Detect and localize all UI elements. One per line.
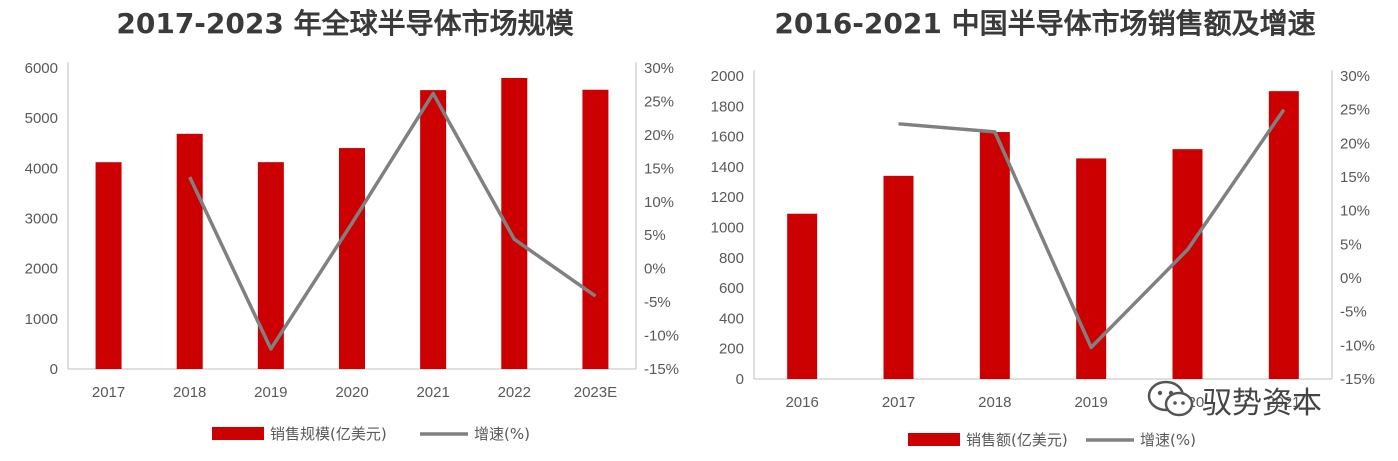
china-growth-line bbox=[898, 108, 1286, 350]
global-legend-bar-swatch bbox=[212, 427, 264, 440]
global-y2-tick: -15% bbox=[644, 361, 679, 378]
watermark-text: 驭势资本 bbox=[1202, 386, 1322, 421]
china-x-tick: 2021 bbox=[1267, 394, 1300, 411]
china-y2-tick: 30% bbox=[1340, 68, 1370, 85]
china-legend-line-label: 增速(%) bbox=[1140, 431, 1196, 449]
global-growth-line bbox=[188, 91, 597, 351]
global-x-tick: 2019 bbox=[254, 384, 287, 401]
china-bar bbox=[979, 132, 1010, 379]
china-y-tick: 1800 bbox=[711, 98, 744, 115]
global-legend-line-label: 增速(%) bbox=[474, 425, 530, 443]
china-y-tick: 200 bbox=[719, 341, 744, 358]
chart-global-semiconductor: 0 1000 2000 3000 4000 5000 6000 -15% -10% -5% 0% 5%… bbox=[25, 60, 679, 443]
china-y-tick: 1000 bbox=[711, 220, 744, 237]
china-legend-bar-swatch bbox=[908, 433, 960, 446]
global-x-tick: 2018 bbox=[173, 384, 206, 401]
global-bar bbox=[582, 89, 609, 369]
wechat-icon bbox=[1147, 380, 1194, 417]
china-y-tick: 1400 bbox=[711, 159, 744, 176]
global-y-tick: 4000 bbox=[25, 160, 58, 177]
global-y2-tick: 0% bbox=[644, 261, 666, 278]
china-y2-tick: 15% bbox=[1340, 169, 1370, 186]
global-y-tick: 6000 bbox=[25, 60, 58, 77]
global-y2-tick: 15% bbox=[644, 160, 674, 177]
china-legend-bar-label: 销售额(亿美元) bbox=[966, 431, 1068, 449]
chart-title-china: 2016-2021 中国半导体市场销售额及增速 bbox=[774, 7, 1316, 40]
global-y2-tick: 5% bbox=[644, 227, 666, 244]
china-bar bbox=[1172, 149, 1203, 379]
china-y2-tick: 10% bbox=[1340, 203, 1370, 220]
china-y-tick: 600 bbox=[719, 280, 744, 297]
global-x-tick: 2023E bbox=[574, 384, 617, 401]
chart-panel-china: 2016-2021 中国半导体市场销售额及增速 0 200 400 600 800 100… bbox=[692, 0, 1398, 461]
china-bar bbox=[883, 175, 914, 379]
global-y2-tick: -10% bbox=[644, 328, 679, 345]
global-y2-tick: 25% bbox=[644, 93, 674, 110]
global-x-tick: 2022 bbox=[498, 384, 531, 401]
chart-panel-global: 2017-2023 年全球半导体市场规模 0 1000 2000 3000 4000 50… bbox=[0, 0, 690, 461]
china-y-tick: 1600 bbox=[711, 129, 744, 146]
global-x-tick: 2020 bbox=[335, 384, 368, 401]
global-x-tick: 2021 bbox=[416, 384, 449, 401]
global-bar bbox=[176, 133, 203, 369]
global-y2-tick: -5% bbox=[644, 294, 671, 311]
china-y-tick: 0 bbox=[736, 371, 744, 388]
china-x-tick: 2018 bbox=[978, 394, 1011, 411]
china-y-tick: 400 bbox=[719, 310, 744, 327]
china-bar bbox=[787, 213, 818, 379]
china-bar bbox=[1268, 91, 1299, 380]
global-bar bbox=[420, 90, 447, 369]
global-y-tick: 3000 bbox=[25, 211, 58, 228]
global-y2-tick: 30% bbox=[644, 60, 674, 77]
china-x-tick: 2016 bbox=[785, 394, 818, 411]
china-x-tick: 2017 bbox=[882, 394, 915, 411]
global-bar bbox=[95, 162, 122, 369]
china-y2-tick: -5% bbox=[1340, 304, 1367, 321]
global-y2-tick: 20% bbox=[644, 127, 674, 144]
chart-title-global: 2017-2023 年全球半导体市场规模 bbox=[116, 7, 574, 40]
global-x-tick: 2017 bbox=[92, 384, 125, 401]
china-y2-tick: 25% bbox=[1340, 102, 1370, 119]
chart-china-semiconductor: 0 200 400 600 800 1000 1200 1400 1600 1800 2000 -15… bbox=[711, 68, 1375, 449]
global-y-tick: 0 bbox=[50, 361, 58, 378]
global-y2-tick: 10% bbox=[644, 194, 674, 211]
china-y2-tick: 20% bbox=[1340, 135, 1370, 152]
china-y2-tick: -10% bbox=[1340, 337, 1375, 354]
global-legend-bar-label: 销售规模(亿美元) bbox=[270, 425, 387, 443]
global-bar bbox=[339, 148, 365, 369]
watermark: 驭势资本 bbox=[1146, 376, 1366, 424]
global-y-tick: 1000 bbox=[25, 311, 58, 328]
china-y-tick: 1200 bbox=[711, 189, 744, 206]
global-y-tick: 5000 bbox=[25, 110, 58, 127]
china-x-tick: 2019 bbox=[1074, 394, 1107, 411]
china-y2-tick: -15% bbox=[1340, 371, 1375, 388]
china-y2-tick: 5% bbox=[1340, 236, 1362, 253]
china-y2-tick: 0% bbox=[1340, 270, 1362, 287]
china-y-tick: 800 bbox=[719, 250, 744, 267]
china-y-tick: 2000 bbox=[711, 68, 744, 85]
china-bar bbox=[1076, 158, 1107, 379]
global-y-tick: 2000 bbox=[25, 261, 58, 278]
